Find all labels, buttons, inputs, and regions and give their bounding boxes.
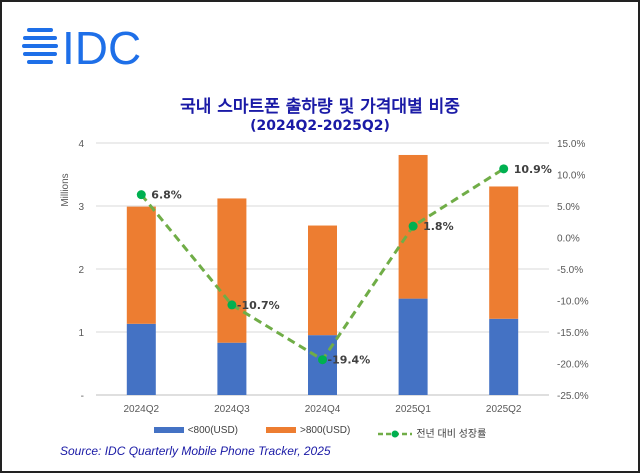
x-tick-label: 2024Q4 (305, 404, 341, 415)
bar-above-800 (217, 198, 247, 343)
growth-data-label: 1.8% (423, 220, 454, 233)
chart-title: 국내 스마트폰 출하량 및 가격대별 비중 (180, 97, 460, 117)
y-tick-label: 2 (78, 265, 84, 276)
legend-item-growth: 전년 대비 성장률 (378, 425, 486, 440)
bar-below-800 (489, 318, 519, 395)
growth-data-label: -19.4% (328, 354, 371, 367)
bar-above-800 (126, 206, 156, 324)
bar-below-800 (398, 298, 428, 395)
bar-above-800 (308, 225, 337, 336)
bar-below-800 (126, 323, 156, 395)
legend-item-below-800: <800(USD) (153, 425, 239, 440)
y-tick-label: 1 (78, 328, 84, 339)
x-tick-label: 2025Q1 (395, 404, 431, 415)
y2-tick-label: -20.0% (557, 360, 589, 371)
bar-above-800 (489, 186, 519, 319)
growth-data-label: 10.9% (514, 163, 552, 176)
y-tick-label: 4 (78, 139, 84, 150)
legend-swatch (266, 427, 297, 434)
growth-point (227, 300, 237, 310)
legend: <800(USD) >800(USD) 전년 대비 성장률 (0, 425, 640, 440)
legend-line-swatch (378, 430, 413, 438)
growth-data-label: -10.7% (237, 299, 280, 312)
legend-label: <800(USD) (187, 425, 239, 436)
y-axis-label: Millions (60, 173, 71, 206)
y2-tick-label: 15.0% (557, 139, 585, 150)
legend-item-above-800: >800(USD) (266, 425, 350, 440)
growth-point (408, 221, 418, 231)
x-tick-label: 2024Q3 (214, 404, 250, 415)
x-tick-label: 2025Q2 (486, 404, 522, 415)
idc-logo: IDC (22, 24, 141, 68)
legend-swatch (153, 427, 184, 434)
legend-label: 전년 대비 성장률 (416, 429, 487, 440)
y2-tick-label: -5.0% (557, 265, 583, 276)
legend-label: >800(USD) (300, 425, 351, 436)
y2-tick-label: -10.0% (557, 297, 589, 308)
y2-tick-label: -15.0% (557, 328, 589, 339)
chart-subtitle: (2024Q2-2025Q2) (250, 118, 390, 134)
growth-point (136, 190, 146, 200)
bar-below-800 (217, 342, 247, 395)
svg-text:IDC: IDC (62, 24, 141, 68)
y-tick-label: 3 (78, 202, 84, 213)
y2-tick-label: 10.0% (557, 171, 585, 182)
y2-tick-label: 5.0% (557, 202, 580, 213)
growth-data-label: 6.8% (151, 189, 182, 202)
source-note: Source: IDC Quarterly Mobile Phone Track… (60, 444, 331, 458)
growth-point (499, 164, 509, 174)
y-tick-label: - (81, 391, 84, 402)
y2-tick-label: 0.0% (557, 234, 580, 245)
x-tick-label: 2024Q2 (124, 404, 160, 415)
growth-point (318, 355, 327, 365)
y2-tick-label: -25.0% (557, 391, 589, 402)
